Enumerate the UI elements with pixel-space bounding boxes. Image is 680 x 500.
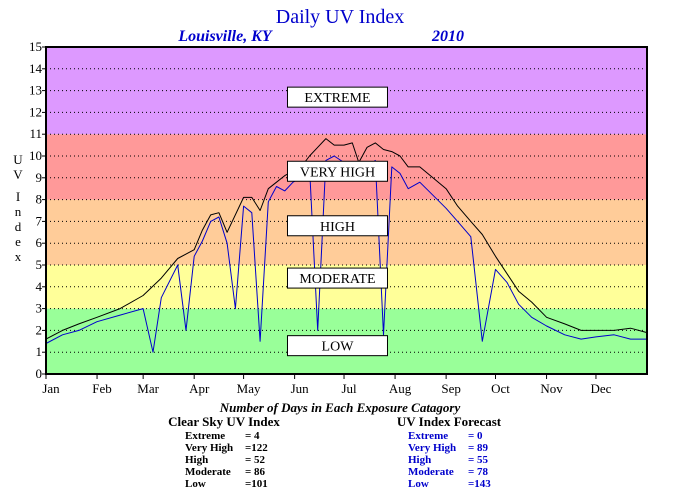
clear-sky-stat-label: Extreme — [185, 430, 225, 442]
data-series — [45, 138, 648, 353]
clear-sky-line — [45, 138, 648, 340]
exposure-caption: Number of Days in Each Exposure Catagory — [219, 400, 461, 415]
clear-sky-stat-value: = 4 — [245, 430, 260, 442]
x-tick-label: Feb — [92, 381, 112, 396]
x-tick-label: Aug — [389, 381, 412, 396]
band-label-box-high — [286, 215, 388, 237]
x-tick-label: May — [237, 381, 261, 396]
gridlines — [46, 68, 647, 353]
clear-sky-stat-label: Low — [185, 478, 206, 490]
clear-sky-stat-label: Very High — [185, 442, 233, 454]
y-tick-label: 5 — [36, 257, 43, 272]
plot-frame — [45, 46, 648, 375]
y-tick-label: 4 — [36, 279, 43, 294]
x-tick-label: Dec — [590, 381, 611, 396]
forecast-stat-value: = 0 — [468, 430, 483, 442]
subtitle-location: Louisville, KY — [177, 28, 273, 45]
clear-sky-stat-label: Moderate — [185, 466, 231, 478]
y-axis-label-char: U — [13, 152, 23, 167]
band-labels: LOW MODERATE HIGH VERY HIGH EXTREME — [286, 86, 388, 357]
forecast-stat-label: Moderate — [408, 466, 454, 478]
x-tick-label: Jul — [341, 381, 357, 396]
y-tick-label: 2 — [36, 322, 43, 337]
y-tick-label: 0 — [36, 366, 43, 381]
y-tick-label: 14 — [29, 61, 43, 76]
forecast-stat-label: High — [408, 454, 431, 466]
x-tick-label: Nov — [540, 381, 563, 396]
clear-sky-stat-value: = 86 — [245, 466, 266, 478]
y-axis-label-char: V — [13, 167, 23, 182]
y-tick-label: 9 — [36, 170, 43, 185]
chart-title: Daily UV Index — [276, 6, 405, 28]
y-tick-label: 3 — [36, 301, 43, 316]
y-tick-label: 10 — [29, 148, 42, 163]
forecast-stat-label: Very High — [408, 442, 456, 454]
band-label-box-low — [286, 335, 388, 357]
subtitle-year: 2010 — [431, 28, 464, 45]
exposure-stats: Extreme = 4 Very High =122 High = 52 Moderate =… — [185, 430, 491, 490]
y-axis-label-char: x — [15, 249, 22, 264]
clear-sky-stat-value: = 52 — [245, 454, 266, 466]
band-label-high: HIGH — [320, 220, 355, 235]
forecast-stat-value: =143 — [468, 478, 491, 490]
y-tick-label: 12 — [29, 104, 42, 119]
x-tick-label: Sep — [441, 381, 461, 396]
clear-sky-stat-label: High — [185, 454, 208, 466]
y-tick-label: 1 — [36, 344, 43, 359]
forecast-stat-value: = 55 — [468, 454, 489, 466]
clear-sky-stat-value: =122 — [245, 442, 268, 454]
forecast-heading: UV Index Forecast — [397, 414, 502, 429]
y-tick-label: 15 — [29, 39, 42, 54]
forecast-line — [45, 155, 647, 353]
band-label-box-moderate — [286, 267, 388, 289]
y-axis-label-char: I — [16, 189, 20, 204]
y-tick-label: 11 — [29, 126, 42, 141]
forecast-stat-value: = 78 — [468, 466, 489, 478]
x-tick-label: Mar — [137, 381, 159, 396]
forecast-stat-label: Low — [408, 478, 429, 490]
band-label-box-extreme — [286, 86, 388, 108]
band-label-low: LOW — [322, 340, 355, 355]
y-tick-label: 13 — [29, 83, 42, 98]
band-label-box-very-high — [286, 160, 388, 182]
forecast-stat-label: Extreme — [408, 430, 448, 442]
clear-sky-heading: Clear Sky UV Index — [168, 414, 280, 429]
clear-sky-stat-value: =101 — [245, 478, 268, 490]
band-label-moderate: MODERATE — [299, 272, 375, 287]
y-axis-label-char: d — [15, 219, 22, 234]
x-tick-label: Apr — [189, 381, 210, 396]
y-tick-label: 7 — [36, 213, 43, 228]
band-label-extreme: EXTREME — [304, 91, 370, 106]
y-axis-label-char: e — [15, 234, 21, 249]
y-axis-label-char: n — [15, 204, 22, 219]
x-tick-label: Oct — [491, 381, 510, 396]
y-tick-label: 8 — [36, 192, 43, 207]
forecast-stat-value: = 89 — [468, 442, 489, 454]
y-tick-label: 6 — [36, 235, 43, 250]
x-tick-label: Jan — [42, 381, 60, 396]
band-label-very-high: VERY HIGH — [300, 165, 375, 180]
x-tick-label: Jun — [291, 381, 310, 396]
